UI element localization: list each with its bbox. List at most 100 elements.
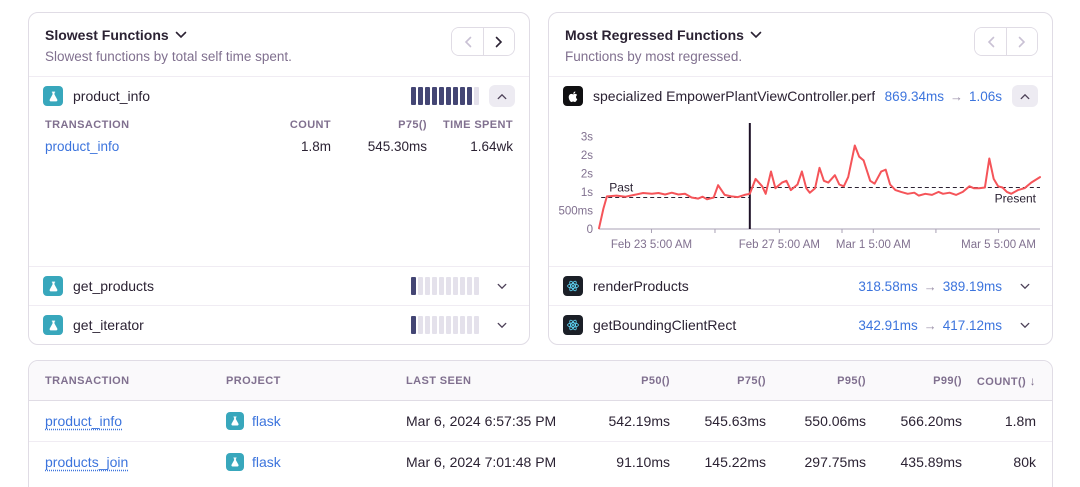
bar-segment [453,316,458,334]
after-duration-link[interactable]: 417.12ms [942,317,1002,333]
expand-button[interactable] [489,314,515,336]
collapse-button[interactable] [489,85,515,107]
pagination-group [974,27,1038,56]
chevron-down-icon [750,31,762,39]
expand-button[interactable] [489,275,515,297]
function-name: get_iterator [73,317,144,333]
bar-segment [411,87,416,105]
divider [549,305,1052,306]
divider [549,266,1052,267]
bar-segment [453,87,458,105]
function-name: get_products [73,278,154,294]
apple-platform-icon [563,86,583,106]
next-page-button[interactable] [1006,28,1037,55]
panel-subtitle: Slowest functions by total self time spe… [45,49,292,64]
table-row-products-join: products_join flask Mar 6, 2024 7:01:48 … [29,441,1052,481]
divider [549,76,1052,77]
panel-subtitle: Functions by most regressed. [565,49,743,64]
collapse-button[interactable] [1012,85,1038,107]
p95-value: 550.06ms [804,413,866,429]
col-count: COUNT [289,119,331,131]
arrow-right-icon: → [923,317,937,333]
arrow-right-icon: → [949,88,963,104]
last-seen-value: Mar 6, 2024 6:57:35 PM [406,413,557,429]
before-duration-link[interactable]: 342.91ms [858,317,918,333]
bar-segment [474,87,479,105]
flask-platform-icon [43,315,63,335]
transactions-table: TRANSACTION PROJECT LAST SEEN P50() P75(… [28,360,1053,487]
col-count-sorted[interactable]: COUNT() ↓ [962,374,1036,388]
flask-platform-icon [226,412,244,430]
transaction-link[interactable]: product_info [45,139,120,154]
transaction-link[interactable]: product_info [45,413,123,429]
transactions-table-header: TRANSACTION PROJECT LAST SEEN P50() P75(… [29,361,1052,401]
flask-platform-icon [43,86,63,106]
p50-value: 91.10ms [616,453,670,470]
regressed-row-getboundingclientrect: getBoundingClientRect 342.91ms → 417.12m… [549,306,1052,344]
bar-segment [460,316,465,334]
function-name: getBoundingClientRect [593,317,737,333]
svg-text:Mar 1 5:00 AM: Mar 1 5:00 AM [836,239,911,251]
expand-button[interactable] [1012,314,1038,336]
svg-text:2s: 2s [581,168,593,180]
col-p95[interactable]: P95() [837,374,866,387]
svg-text:0: 0 [587,224,593,236]
after-duration-link[interactable]: 389.19ms [942,278,1002,294]
bar-segment [425,87,430,105]
bar-segment [467,316,472,334]
bar-segment [446,87,451,105]
before-duration-link[interactable]: 318.58ms [858,278,918,294]
regressed-functions-title-dropdown[interactable]: Most Regressed Functions [565,27,1036,43]
bar-segment [432,316,437,334]
bar-segment [418,277,423,295]
transaction-link[interactable]: products_join [45,453,129,470]
function-row-get-products: get_products [29,267,529,305]
bar-segment [425,316,430,334]
table-row: product_info 1.8m 545.30ms 1.64wk [45,136,513,157]
project-link[interactable]: flask [252,413,281,429]
svg-text:500ms: 500ms [558,205,593,217]
slowest-functions-panel: Slowest Functions Slowest functions by t… [28,12,530,345]
function-name: product_info [73,88,151,104]
chevron-left-icon [464,36,471,47]
col-p99[interactable]: P99() [933,374,962,387]
expand-button[interactable] [1012,275,1038,297]
col-last-seen[interactable]: LAST SEEN [406,374,472,387]
count-value: 80k [1013,453,1036,470]
react-platform-icon [563,276,583,296]
col-p75[interactable]: P75() [737,374,766,387]
bar-segment [460,277,465,295]
project-link[interactable]: flask [252,453,281,470]
before-duration-link[interactable]: 869.34ms [884,88,944,104]
most-regressed-functions-panel: Most Regressed Functions Functions by mo… [548,12,1053,345]
col-transaction[interactable]: TRANSACTION [45,374,130,387]
p50-value: 542.19ms [608,413,670,429]
bar-segment [474,277,479,295]
prev-page-button[interactable] [452,28,483,55]
regressed-functions-header: Most Regressed Functions Functions by mo… [549,13,1052,76]
bar-segment [432,277,437,295]
count-value: 1.8m [1004,413,1036,429]
function-row-get-iterator: get_iterator [29,306,529,344]
col-project[interactable]: PROJECT [226,374,281,387]
bar-segment [411,316,416,334]
self-time-bars [411,316,479,334]
svg-text:Mar 5 5:00 AM: Mar 5 5:00 AM [961,239,1036,251]
slowest-functions-title-dropdown[interactable]: Slowest Functions [45,27,513,43]
p75-value: 145.22ms [704,453,766,470]
after-duration-link[interactable]: 1.06s [968,88,1002,104]
divider [29,266,529,267]
bar-segment [446,277,451,295]
svg-text:Past: Past [609,180,634,194]
col-p50[interactable]: P50() [641,374,670,387]
prev-page-button[interactable] [975,28,1006,55]
bar-segment [446,316,451,334]
last-seen-value: Mar 6, 2024 7:01:48 PM [406,453,557,470]
divider [29,305,529,306]
slowest-functions-header: Slowest Functions Slowest functions by t… [29,13,529,76]
col-time-spent: TIME SPENT [442,119,513,131]
regression-change: 342.91ms → 417.12ms [858,318,1002,333]
function-row-product-info: product_info [29,77,529,115]
count-value: 1.8m [300,139,331,154]
next-page-button[interactable] [483,28,514,55]
